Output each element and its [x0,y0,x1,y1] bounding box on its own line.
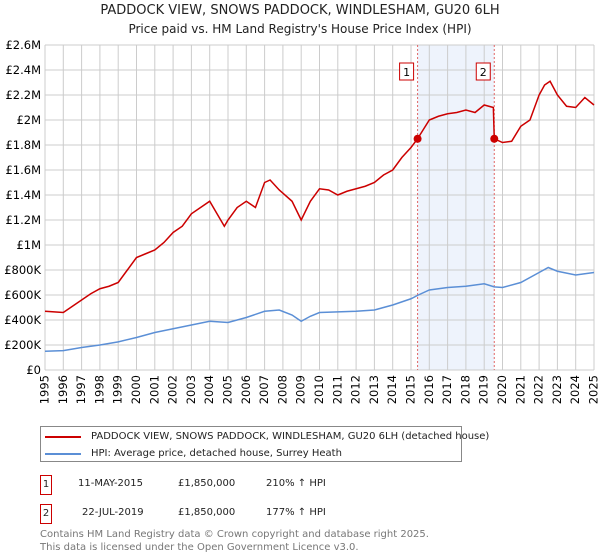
x-tick-label: 2003 [184,375,198,404]
transaction-price: £1,850,000 [178,478,236,489]
x-tick-label: 2004 [202,375,216,404]
x-tick-label: 2022 [532,375,546,404]
x-tick-label: 2020 [495,375,509,404]
x-tick-label: 2013 [367,375,381,404]
marker-label: 1 [403,66,410,79]
marker-box [399,62,415,81]
legend-item-hpi: HPI: Average price, detached house, Surr… [91,448,342,459]
x-tick-label: 2025 [587,375,600,404]
plot-area: £0 £200K £400K £600K £800K £1M £1.2M £1.4M £1.6M… [4,38,600,404]
x-tick-label: 2023 [550,375,564,404]
legend: PADDOCK VIEW, SNOWS PADDOCK, WINDLESHAM,… [40,426,489,462]
chart-title: PADDOCK VIEW, SNOWS PADDOCK, WINDLESHAM,… [100,3,500,18]
x-tick-label: 2016 [422,375,436,404]
x-tick-label: 2005 [221,375,235,404]
x-tick-label: 2001 [147,375,161,404]
transaction-number: 1 [40,475,52,495]
series-line [44,80,595,314]
y-tick-label: £1.2M [5,213,41,227]
ownership-shade [417,45,495,370]
sale-point [413,134,422,143]
transaction-date: 11-MAY-2015 [78,478,144,489]
x-tick-label: 2015 [404,375,418,404]
chart-subtitle: Price paid vs. HM Land Registry's House … [128,22,472,36]
y-tick-label: £800K [4,263,41,277]
footer-line2: This data is licensed under the Open Gov… [40,542,359,553]
x-tick-label: 1999 [111,375,125,404]
x-tick-label: 2017 [440,375,454,404]
transaction-price: £1,850,000 [178,507,236,518]
legend-blue-line [45,453,81,455]
transaction-hpi: 210% ↑ HPI [266,478,326,489]
x-tick-label: 2006 [239,375,253,404]
x-tick-label: 2007 [257,375,271,404]
marker-label: 2 [480,66,487,79]
x-tick-label: 2000 [129,375,143,404]
x-tick-label: 2012 [349,375,363,404]
x-tick-label: 2011 [330,375,344,404]
x-tick-label: 2019 [477,375,491,404]
y-tick-label: £1.6M [5,163,41,177]
y-tick-label: £1M [16,238,41,252]
x-tick-label: 2002 [166,375,180,404]
y-tick-label: £2M [16,113,41,127]
x-tick-label: 1996 [56,375,70,404]
y-tick-label: £200K [4,338,41,352]
y-tick-label: £2.4M [5,63,41,77]
x-tick-label: 1995 [38,375,52,404]
y-tick-label: £2.2M [5,88,41,102]
footer: Contains HM Land Registry data © Crown c… [40,528,429,554]
x-tick-label: 2014 [385,375,399,404]
y-tick-label: £400K [4,313,41,327]
transaction-date: 22-JUL-2019 [82,507,144,518]
x-tick-label: 2008 [275,375,289,404]
marker-box [475,62,491,81]
footer-line1: Contains HM Land Registry data © Crown c… [40,529,429,540]
series-line [44,266,595,352]
x-tick-label: 2009 [294,375,308,404]
transaction-hpi: 177% ↑ HPI [266,507,326,518]
x-tick-label: 2024 [568,375,582,404]
legend-red-line [45,436,81,438]
legend-item-property: PADDOCK VIEW, SNOWS PADDOCK, WINDLESHAM,… [91,431,490,442]
x-tick-label: 2018 [458,375,472,404]
sale-point [490,134,499,143]
y-tick-label: £1.4M [5,188,41,202]
x-tick-label: 2010 [312,375,326,404]
y-tick-label: £600K [4,288,41,302]
x-tick-label: 1998 [92,375,106,404]
y-tick-label: £2.6M [5,38,41,52]
y-tick-label: £0 [26,363,41,377]
y-tick-label: £1.8M [5,138,41,152]
transaction-number: 2 [40,504,52,524]
x-tick-label: 2021 [513,375,527,404]
x-tick-label: 1997 [74,375,88,404]
